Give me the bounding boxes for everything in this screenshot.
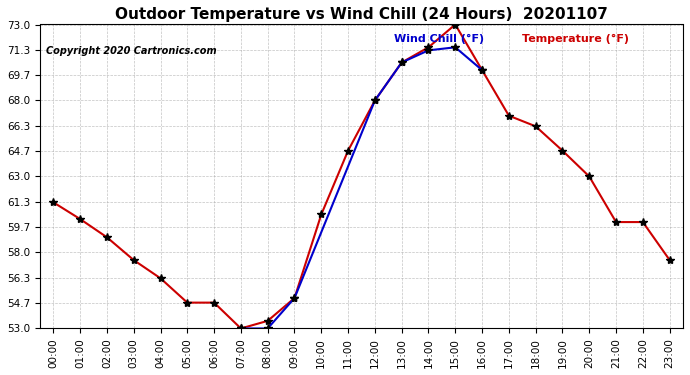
Text: Copyright 2020 Cartronics.com: Copyright 2020 Cartronics.com [46,46,217,56]
Title: Outdoor Temperature vs Wind Chill (24 Hours)  20201107: Outdoor Temperature vs Wind Chill (24 Ho… [115,7,608,22]
Text: Temperature (°F): Temperature (°F) [522,34,629,44]
Text: Wind Chill (°F): Wind Chill (°F) [393,34,484,44]
